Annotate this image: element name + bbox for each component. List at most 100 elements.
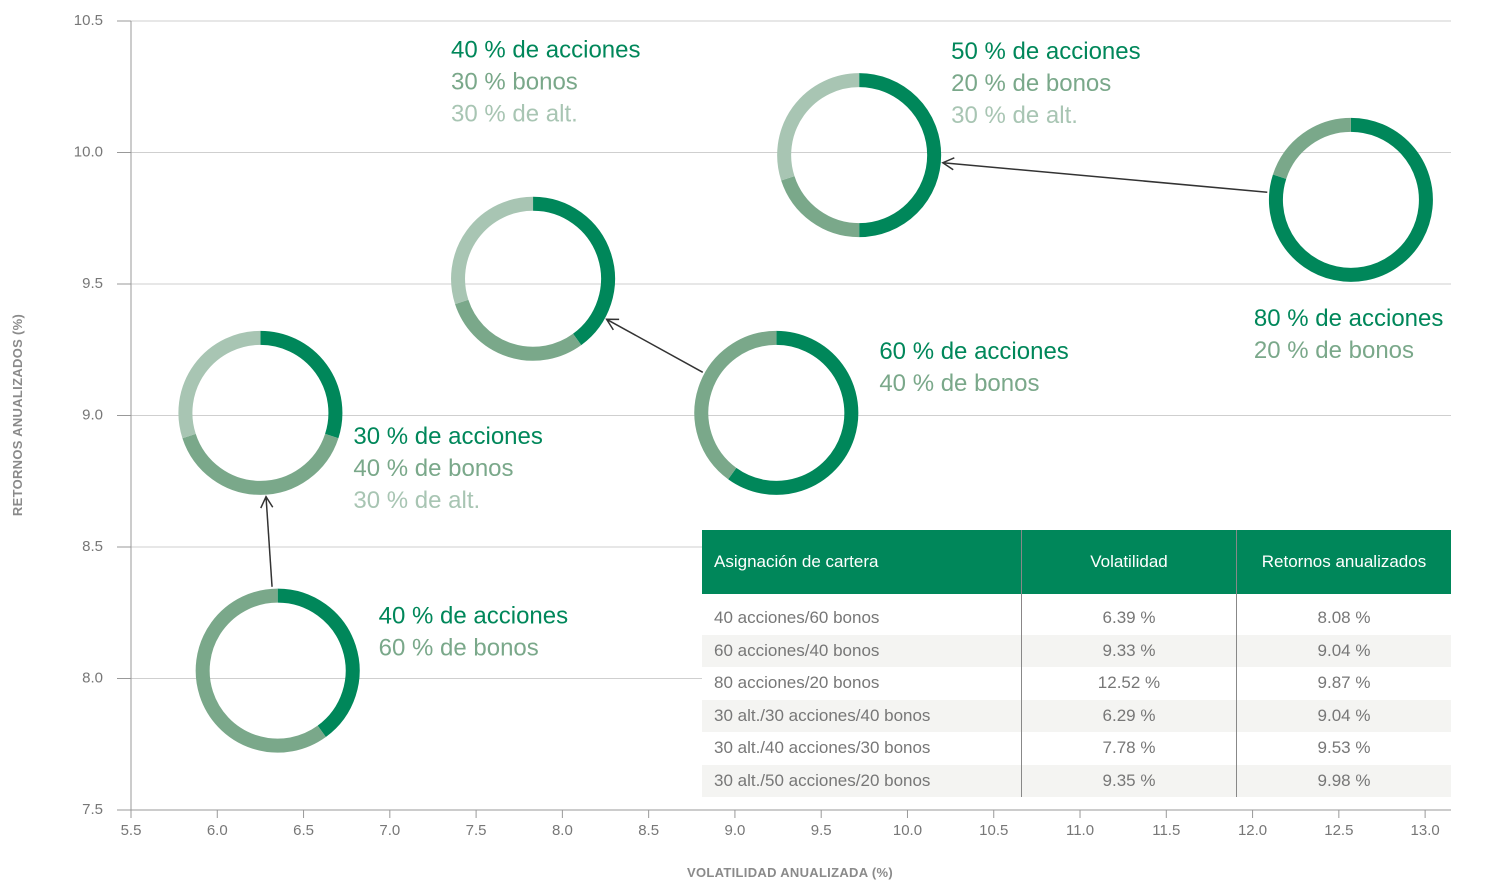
table-cell: 30 alt./30 acciones/40 bonos bbox=[702, 699, 1022, 732]
table-cell: 9.53 % bbox=[1236, 732, 1451, 765]
donut-segment bbox=[694, 330, 777, 480]
table-row: 40 acciones/60 bonos 6.39 % 8.08 % bbox=[702, 594, 1451, 635]
table-cell: 30 alt./40 acciones/30 bonos bbox=[714, 738, 931, 758]
x-tick-label: 7.0 bbox=[379, 822, 400, 839]
x-tick-label: 8.5 bbox=[638, 822, 659, 839]
table-cell: 9.87 % bbox=[1236, 667, 1451, 700]
donut-segment bbox=[532, 196, 616, 346]
table-cell: 60 acciones/40 bonos bbox=[702, 634, 1022, 667]
table-cell: 9.98 % bbox=[1236, 764, 1451, 797]
table-cell: 12.52 % bbox=[1021, 667, 1237, 700]
point-label: 50 % de acciones bbox=[951, 38, 1140, 65]
x-tick-label: 6.5 bbox=[293, 822, 314, 839]
x-tick-label: 13.0 bbox=[1411, 822, 1440, 839]
donut-segment bbox=[455, 299, 582, 361]
label-backing bbox=[945, 37, 1186, 144]
x-tick-label: 12.5 bbox=[1324, 822, 1353, 839]
x-tick-label: 11.0 bbox=[1066, 822, 1094, 839]
arrow bbox=[260, 495, 274, 587]
donut bbox=[195, 588, 360, 753]
table-header-row: Asignación de cartera Volatilidad Retornos… bbox=[702, 530, 1451, 594]
table-header: Volatilidad bbox=[1021, 530, 1237, 594]
y-tick-label: 9.5 bbox=[82, 275, 103, 292]
table-row: 30 alt./30 acciones/40 bonos 6.29 % 9.04 % bbox=[702, 699, 1451, 732]
table-cell: 80 acciones/20 bonos bbox=[714, 673, 880, 693]
x-tick-label: 11.5 bbox=[1152, 822, 1180, 839]
x-tick-label: 7.5 bbox=[466, 822, 487, 839]
table-cell: 9.04 % bbox=[1236, 634, 1451, 667]
donut-segment bbox=[182, 433, 339, 495]
point-label: 40 % de acciones bbox=[451, 37, 640, 64]
table-cell: 9.33 % bbox=[1021, 634, 1237, 667]
table-cell: 40 acciones/60 bonos bbox=[714, 608, 880, 628]
x-tick-label: 12.0 bbox=[1238, 822, 1267, 839]
donut bbox=[777, 73, 942, 238]
label-backing bbox=[1247, 303, 1488, 378]
donut-segment bbox=[277, 588, 360, 737]
point-label: 60 % de bonos bbox=[379, 635, 539, 662]
point-label: 30 % de alt. bbox=[451, 101, 578, 128]
donut-segment bbox=[859, 73, 942, 238]
table-header: Asignación de cartera bbox=[702, 530, 1022, 594]
table-row: 30 alt./50 acciones/20 bonos 9.35 % 9.98 % bbox=[702, 764, 1451, 797]
x-tick-label: 9.0 bbox=[724, 822, 745, 839]
y-tick-label: 10.0 bbox=[74, 143, 103, 160]
table-cell: 30 alt./50 acciones/20 bonos bbox=[702, 764, 1022, 797]
donut-segment bbox=[1268, 117, 1433, 282]
table-header: Retornos anualizados bbox=[1236, 530, 1451, 594]
point-label: 80 % de acciones bbox=[1254, 305, 1443, 332]
point-label: 60 % de acciones bbox=[879, 338, 1068, 365]
table-cell: 6.39 % bbox=[1021, 594, 1237, 635]
label-backing bbox=[445, 35, 686, 142]
donut-segment bbox=[781, 175, 860, 238]
table-cell: 8.08 % bbox=[1236, 594, 1451, 635]
donut-segment bbox=[777, 73, 860, 181]
donut-segment bbox=[178, 330, 261, 439]
point-label: 20 % de bonos bbox=[1254, 337, 1414, 364]
point-label: 20 % de bonos bbox=[951, 70, 1111, 97]
table-cell: 9.04 % bbox=[1236, 699, 1451, 732]
data-table: Asignación de cartera Volatilidad Retornos… bbox=[702, 530, 1451, 797]
table-cell: 9.35 % bbox=[1021, 764, 1237, 797]
table-row: 80 acciones/20 bonos 12.52 % 9.87 % bbox=[702, 667, 1451, 700]
y-axis-title: RETORNOS ANUALIZADOS (%) bbox=[10, 314, 25, 516]
donut bbox=[694, 330, 859, 495]
x-tick-label: 10.5 bbox=[979, 822, 1008, 839]
donut-segment bbox=[195, 588, 326, 753]
table-row: 60 acciones/40 bonos 9.33 % 9.04 % bbox=[702, 634, 1451, 667]
donut bbox=[1268, 117, 1433, 282]
point-label: 40 % de bonos bbox=[353, 455, 513, 482]
point-label: 40 % de acciones bbox=[379, 603, 568, 630]
label-backing bbox=[347, 421, 588, 528]
arrow bbox=[941, 157, 1268, 193]
x-tick-label: 10.0 bbox=[893, 822, 922, 839]
y-tick-label: 10.5 bbox=[74, 12, 103, 29]
y-tick-label: 7.5 bbox=[82, 801, 103, 818]
donut-segment bbox=[260, 330, 343, 439]
point-label: 30 % de acciones bbox=[353, 423, 542, 450]
x-axis-title: VOLATILIDAD ANUALIZADA (%) bbox=[687, 865, 893, 880]
y-tick-label: 8.5 bbox=[82, 538, 103, 555]
x-tick-label: 5.5 bbox=[121, 822, 142, 839]
point-label: 30 % de alt. bbox=[951, 102, 1078, 129]
x-tick-label: 8.0 bbox=[552, 822, 573, 839]
donut bbox=[178, 330, 343, 495]
donut-segment bbox=[451, 196, 534, 305]
table-cell: 6.29 % bbox=[1021, 699, 1237, 732]
y-tick-label: 9.0 bbox=[82, 406, 103, 423]
table-cell: 7.78 % bbox=[1021, 732, 1237, 765]
label-backing bbox=[372, 601, 613, 676]
table-row: 30 alt./40 acciones/30 bonos 7.78 % 9.53 % bbox=[702, 732, 1451, 765]
label-backing bbox=[873, 336, 1114, 411]
y-tick-label: 8.0 bbox=[82, 669, 103, 686]
point-label: 30 % bonos bbox=[451, 69, 578, 96]
donut bbox=[451, 196, 616, 361]
donut-segment bbox=[728, 330, 859, 495]
donut-segment bbox=[1272, 117, 1352, 180]
arrow bbox=[605, 318, 704, 373]
x-tick-label: 9.5 bbox=[811, 822, 832, 839]
x-tick-label: 6.0 bbox=[207, 822, 228, 839]
point-label: 30 % de alt. bbox=[353, 487, 480, 514]
